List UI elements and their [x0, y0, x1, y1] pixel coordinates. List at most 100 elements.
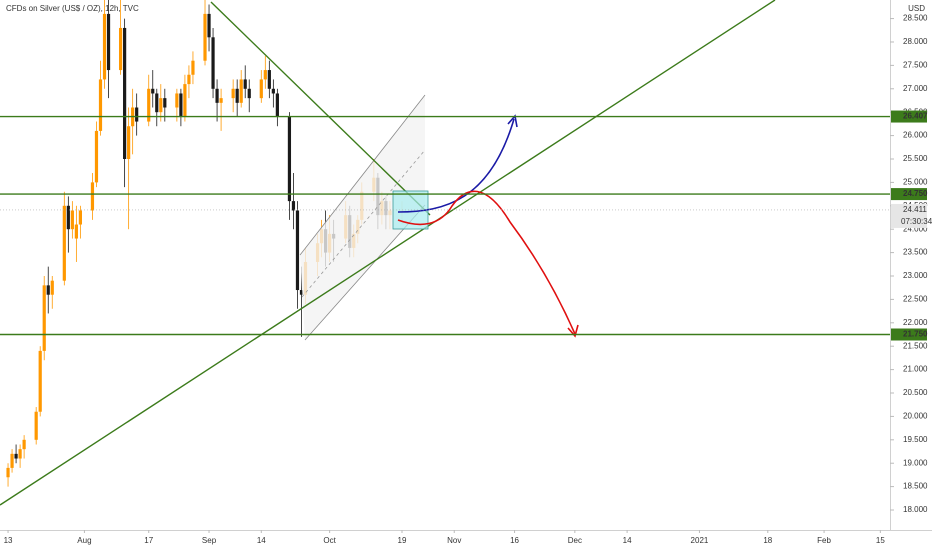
y-tick-label: 22.500 [903, 295, 928, 304]
candle-body [135, 107, 139, 122]
candle-body [191, 60, 195, 75]
candle-body [66, 205, 70, 230]
candle-body [151, 88, 155, 94]
countdown-tag [891, 215, 927, 228]
candle-body [62, 205, 66, 281]
level-price-label: 24.750 [903, 189, 928, 198]
x-tick-label: Dec [568, 536, 582, 545]
y-tick-label: 20.500 [903, 388, 928, 397]
y-tick-label: 19.000 [903, 458, 928, 467]
candle-body [127, 126, 131, 159]
y-tick-label: 22.000 [903, 318, 928, 327]
y-tick-label: 25.000 [903, 178, 928, 187]
candle-body [271, 88, 275, 94]
y-tick-label: 23.000 [903, 271, 928, 280]
y-tick-label: 19.500 [903, 435, 928, 444]
candle-body [235, 88, 239, 103]
candle-body [98, 79, 103, 131]
level-price-label: 26.407 [903, 112, 928, 121]
bearish-arrowhead [567, 324, 579, 338]
candle-body [94, 130, 99, 183]
candle-body [243, 79, 247, 89]
candle-body [239, 79, 243, 103]
candle-body [295, 210, 300, 291]
y-tick-label: 18.500 [903, 482, 928, 491]
candle-body [247, 88, 251, 99]
candle-body [155, 93, 159, 113]
x-tick-label: 2021 [691, 536, 709, 545]
candle-body [207, 13, 211, 38]
level-price-tag [891, 110, 927, 123]
candle-body [42, 285, 46, 351]
channel-fill [300, 95, 425, 340]
channel-upper [299, 94, 426, 256]
y-tick-label: 24.000 [903, 224, 928, 233]
candle-body [163, 98, 167, 108]
candle-body [70, 210, 74, 230]
candle-body [179, 93, 183, 117]
y-tick-label: 28.500 [903, 14, 928, 23]
candle-body [275, 93, 279, 117]
candle-body [291, 201, 296, 211]
candle-body [211, 37, 215, 89]
ascending-trendline [0, 0, 776, 506]
candle-body [34, 411, 38, 440]
candle-body [175, 93, 179, 108]
candle-body [287, 116, 292, 202]
candle-body [267, 70, 271, 89]
x-tick-label: Feb [817, 536, 831, 545]
y-tick-label: 21.000 [903, 365, 928, 374]
y-tick-label: 26.000 [903, 131, 928, 140]
candle-body [102, 13, 107, 80]
y-tick-label: 28.000 [903, 37, 928, 46]
candle-body [183, 84, 187, 117]
candle-body [78, 210, 82, 225]
y-tick-label: 23.500 [903, 248, 928, 257]
candle-body [219, 98, 223, 103]
countdown-label: 07:30:34 [901, 217, 932, 226]
x-tick-label: 15 [876, 536, 885, 545]
bullish-path [397, 118, 515, 213]
candle-body [22, 439, 26, 450]
last-price-tag [891, 203, 927, 216]
y-tick-label: 27.500 [903, 60, 928, 69]
x-tick-label: Sep [202, 536, 217, 545]
x-tick-label: 14 [257, 536, 266, 545]
candle-body [147, 88, 151, 122]
candle-body [159, 98, 163, 113]
y-tick-label: 20.000 [903, 412, 928, 421]
candle-body [231, 88, 235, 99]
y-tick-label: 18.000 [903, 505, 928, 514]
candle-body [106, 13, 111, 71]
candle-body [263, 70, 267, 80]
candle-body [6, 467, 10, 478]
currency-label: USD [908, 4, 925, 13]
candle-body [259, 79, 263, 99]
bearish-path [397, 190, 576, 335]
candle-body [187, 74, 191, 85]
last-price-label: 24.411 [903, 205, 927, 214]
candle-body [10, 453, 14, 468]
x-tick-label: Oct [323, 536, 336, 545]
y-tick-label: 21.500 [903, 341, 928, 350]
x-tick-label: 18 [763, 536, 772, 545]
x-tick-label: Nov [447, 536, 461, 545]
x-tick-label: 14 [623, 536, 632, 545]
candle-body [299, 290, 304, 295]
candle-body [123, 27, 127, 159]
y-tick-label: 27.000 [903, 84, 928, 93]
candle-body [38, 350, 42, 412]
candle-body [215, 88, 219, 103]
level-price-label: 21.750 [903, 330, 928, 339]
candle-body [90, 182, 95, 211]
candle-body [74, 224, 78, 239]
candle-body [18, 449, 22, 459]
level-price-tag [891, 188, 927, 201]
candle-body [118, 27, 123, 71]
candle-body [203, 13, 207, 61]
candle-body [46, 285, 50, 295]
level-price-tag [891, 328, 927, 341]
y-tick-label: 25.500 [903, 154, 928, 163]
